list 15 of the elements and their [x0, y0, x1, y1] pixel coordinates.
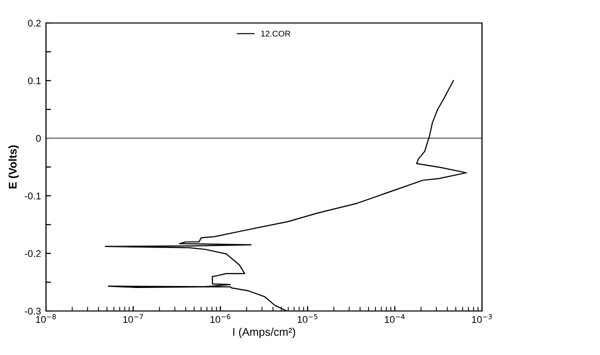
x-tick-label: 10$^{−3}$ — [472, 314, 492, 323]
y-tick-label: 0.1 — [28, 77, 41, 84]
y-tick-label: -0.2 — [24, 250, 41, 258]
y-tick-label: -0.3 — [24, 308, 41, 315]
x-tick-label: 10$^{−4}$ — [384, 314, 405, 323]
y-tick-label: 0 — [36, 134, 41, 142]
y-tick-label: 0.2 — [28, 20, 41, 27]
legend-label: 12.COR — [261, 30, 290, 37]
x-tick-label: 10$^{−5}$ — [298, 314, 318, 323]
x-tick-label: 10$^{−6}$ — [210, 314, 230, 323]
y-tick-label: -0.1 — [24, 192, 41, 200]
x-tick-label: 10$^{−8}$ — [36, 314, 56, 323]
y-axis-title: E (Volts) — [8, 145, 19, 188]
x-tick-label: 10$^{−7}$ — [123, 314, 143, 323]
x-axis-title: I (Amps/cm²) — [233, 328, 296, 338]
